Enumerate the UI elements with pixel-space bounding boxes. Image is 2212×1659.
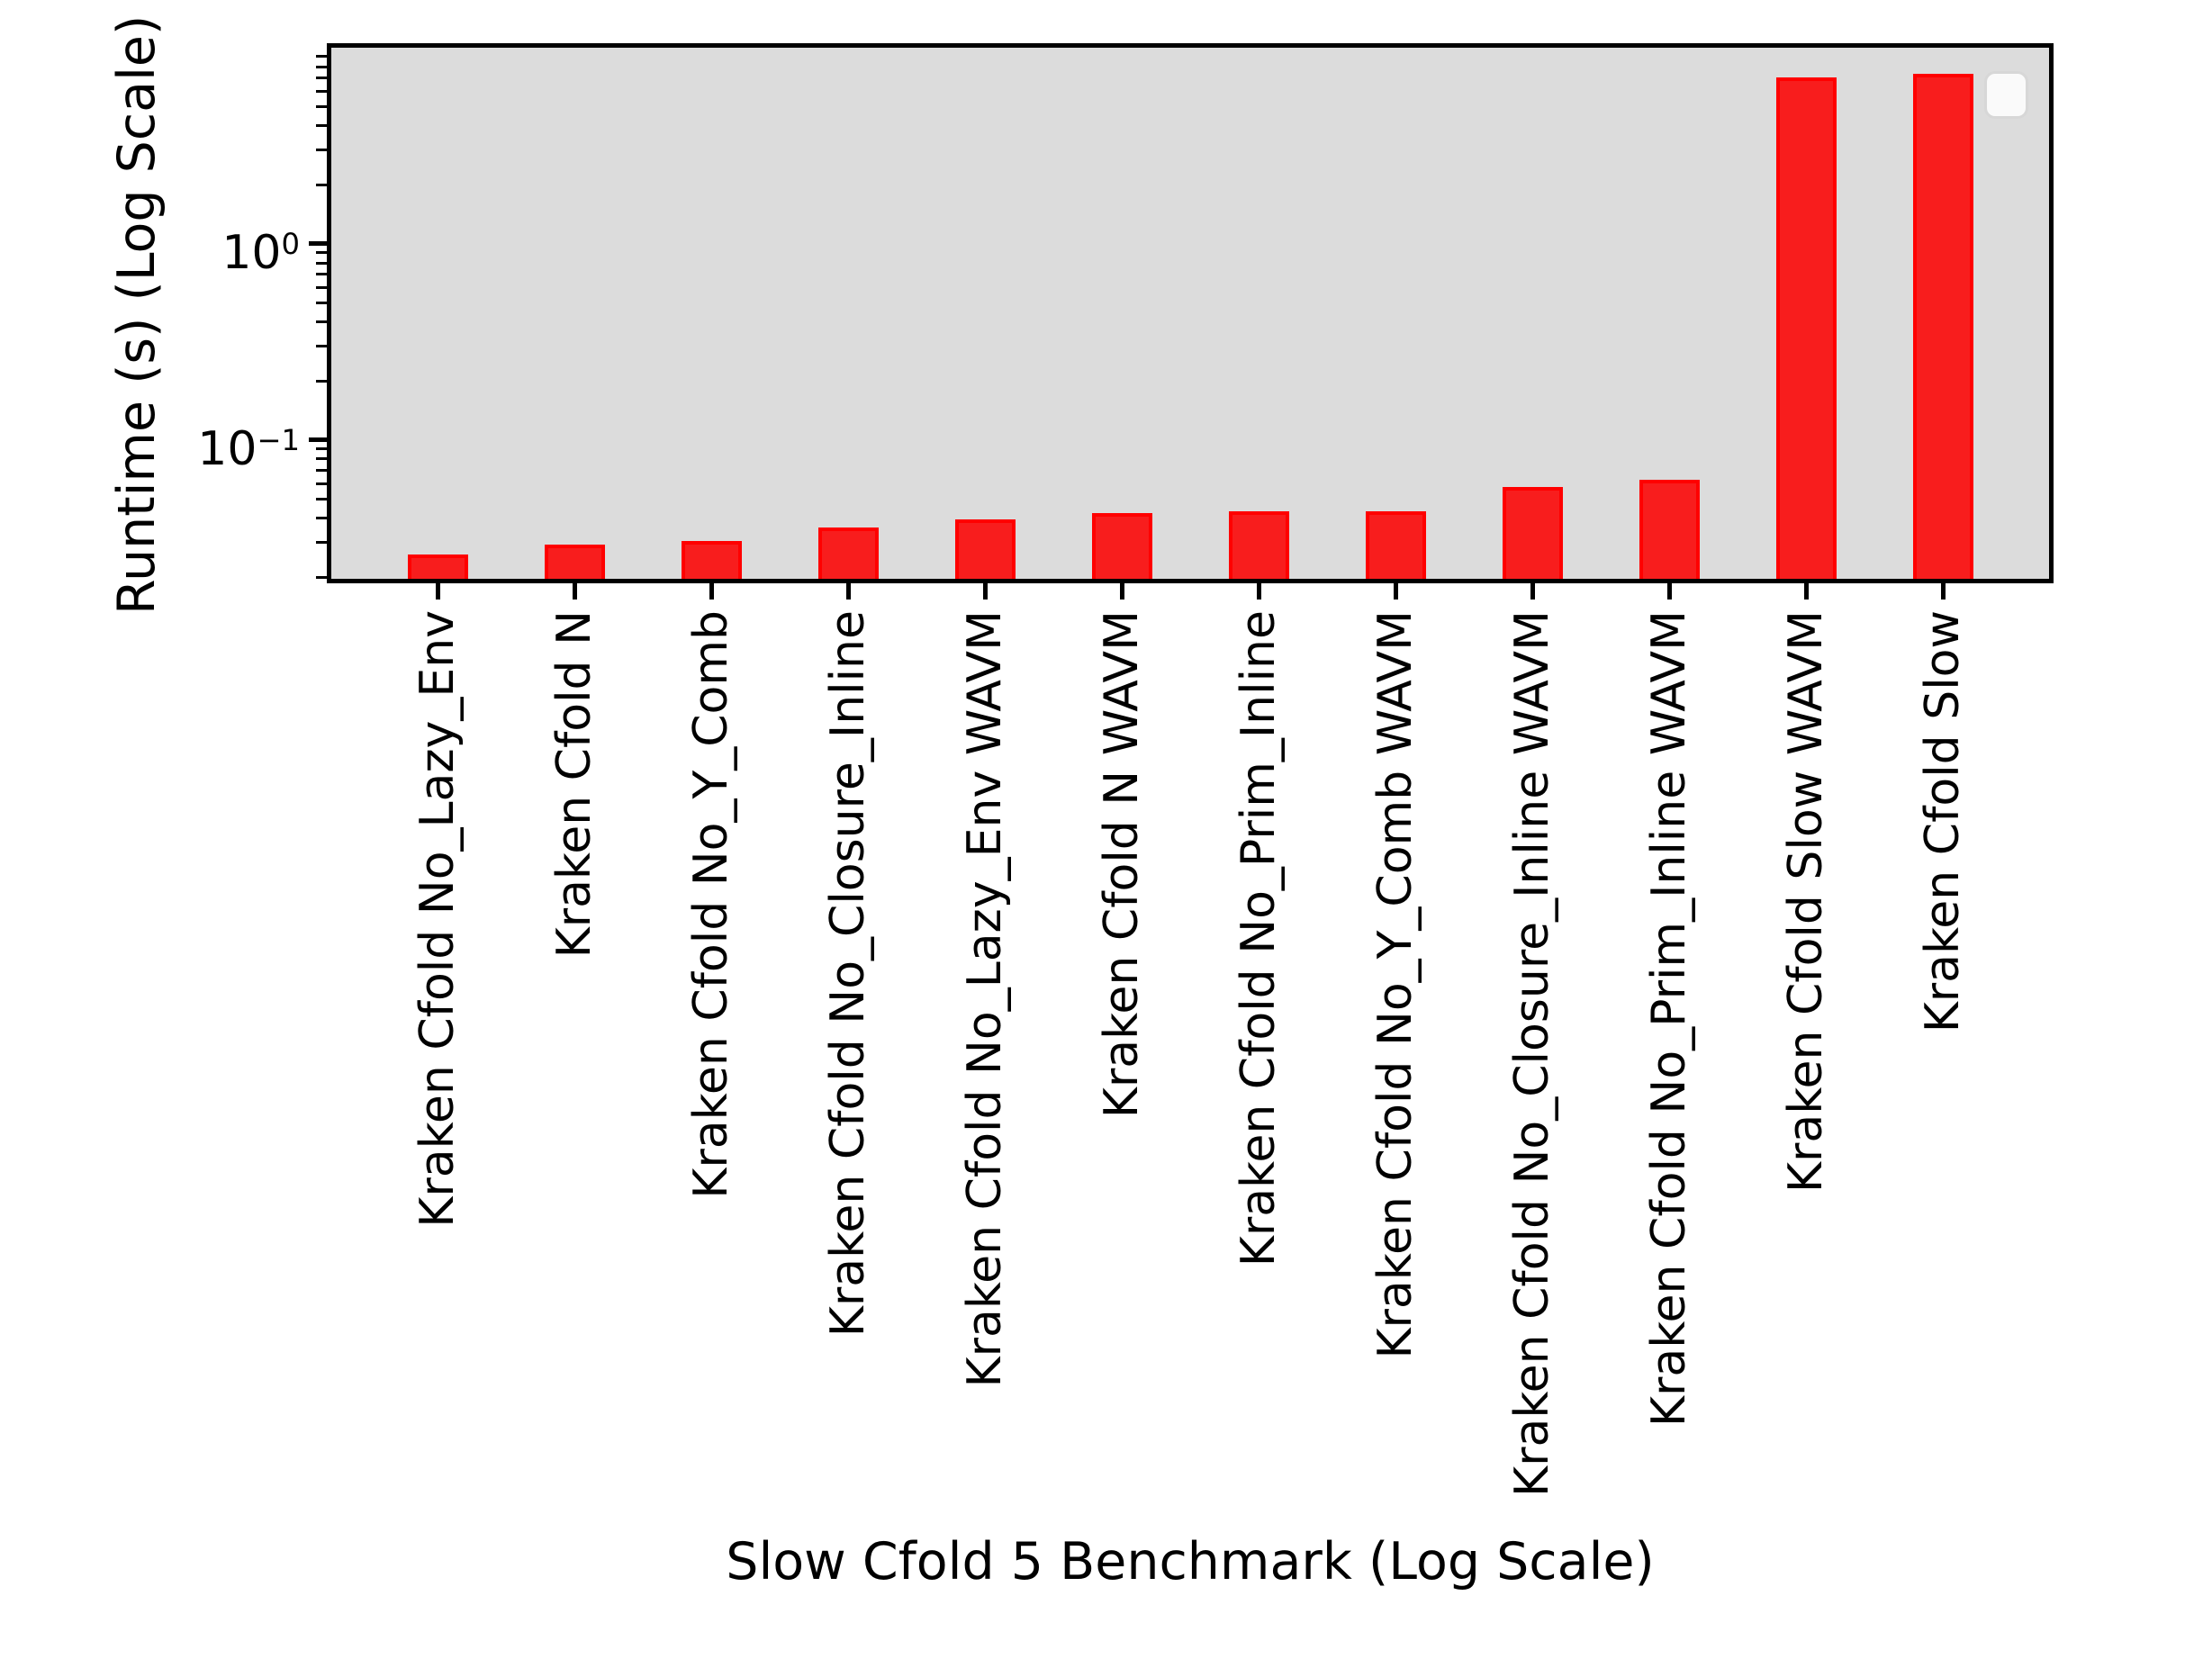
x-tick-label: Kraken Cfold N [547, 610, 601, 959]
x-tick [572, 583, 577, 600]
y-minor-tick [316, 379, 327, 383]
bar [1091, 512, 1152, 579]
x-tick [1530, 583, 1535, 600]
x-tick [982, 583, 988, 600]
x-tick-label: Kraken Cfold No_Closure_Inline [821, 610, 875, 1338]
x-tick [1940, 583, 1946, 600]
x-tick [709, 583, 714, 600]
x-tick-label: Kraken Cfold No_Y_Comb [684, 610, 738, 1199]
bar [681, 541, 742, 579]
y-minor-tick [316, 183, 327, 186]
y-minor-tick [316, 541, 327, 545]
x-tick [1119, 583, 1124, 600]
y-minor-tick [316, 251, 327, 255]
y-minor-tick [316, 105, 327, 109]
y-minor-tick [316, 482, 327, 485]
x-tick-label: Kraken Cfold No_Prim_Inline [1232, 610, 1286, 1267]
y-minor-tick [316, 55, 327, 59]
y-minor-tick [316, 447, 327, 451]
y-minor-tick [316, 469, 327, 473]
y-major-tick [309, 241, 327, 247]
x-tick-label: Kraken Cfold No_Y_Comb WAVM [1368, 610, 1422, 1359]
x-tick-label: Kraken Cfold No_Closure_Inline WAVM [1505, 610, 1559, 1497]
x-tick-label: Kraken Cfold No_Lazy_Env [411, 610, 465, 1228]
x-tick [1256, 583, 1261, 600]
y-minor-tick [316, 497, 327, 500]
y-tick-label: 10−1 [197, 421, 300, 476]
x-axis-label: Slow Cfold 5 Benchmark (Log Scale) [726, 1532, 1655, 1591]
x-tick-label: Kraken Cfold No_Prim_Inline WAVM [1642, 610, 1696, 1428]
y-minor-tick [316, 575, 327, 579]
x-tick [1803, 583, 1809, 600]
y-minor-tick [316, 89, 327, 93]
legend-box [1984, 71, 2028, 119]
bar [1639, 479, 1700, 579]
y-minor-tick [316, 457, 327, 461]
y-minor-tick [316, 345, 327, 348]
bar [1912, 74, 1973, 579]
bar [817, 527, 879, 579]
x-tick-label: Kraken Cfold No_Lazy_Env WAVM [958, 610, 1012, 1388]
y-minor-tick [316, 516, 327, 519]
y-minor-tick [316, 320, 327, 324]
bar [1502, 487, 1563, 579]
y-minor-tick [316, 301, 327, 304]
y-minor-tick [316, 65, 327, 68]
x-tick-label: Kraken Cfold N WAVM [1095, 610, 1149, 1119]
bar [954, 518, 1016, 579]
bar [1365, 510, 1426, 579]
x-tick-label: Kraken Cfold Slow WAVM [1779, 610, 1833, 1194]
bar [1228, 510, 1289, 579]
y-axis-label: Runtime (s) (Log Scale) [107, 14, 167, 616]
x-tick-label: Kraken Cfold Slow [1916, 610, 1970, 1033]
y-minor-tick [316, 77, 327, 80]
x-tick [845, 583, 851, 600]
x-tick [1666, 583, 1672, 600]
x-tick [435, 583, 440, 600]
bar [544, 544, 605, 579]
x-tick [1393, 583, 1398, 600]
bar [407, 554, 468, 579]
y-tick-label: 100 [221, 226, 300, 280]
y-minor-tick [316, 273, 327, 276]
y-minor-tick [316, 124, 327, 128]
bar [1775, 77, 1837, 579]
y-minor-tick [316, 285, 327, 289]
y-major-tick [309, 437, 327, 443]
plot-area [327, 43, 2054, 583]
y-minor-tick [316, 149, 327, 152]
y-minor-tick [316, 261, 327, 265]
